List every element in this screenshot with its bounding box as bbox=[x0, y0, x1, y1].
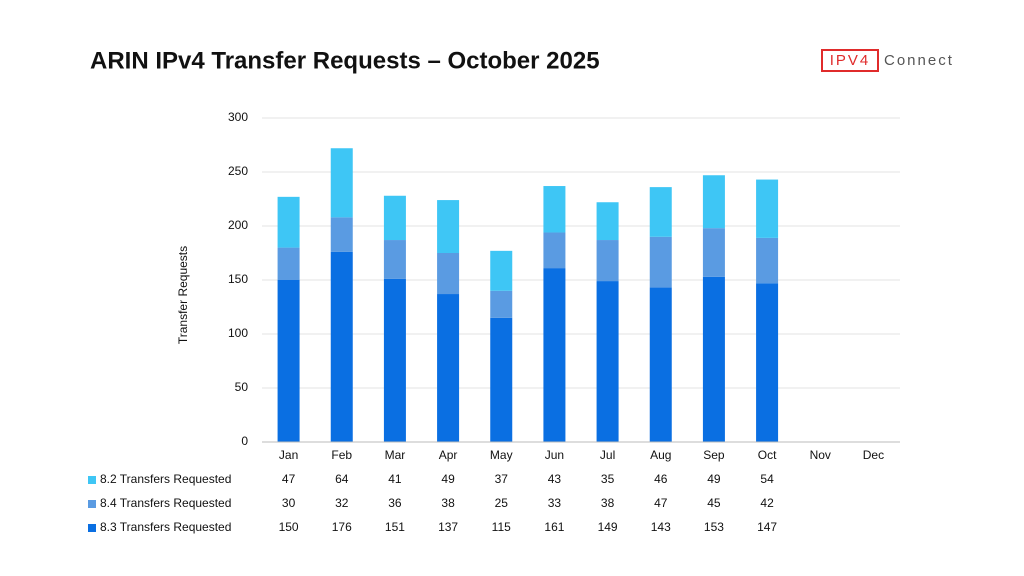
logo-text: Connect bbox=[884, 52, 954, 69]
legend-swatch bbox=[88, 524, 96, 532]
table-value: 149 bbox=[598, 520, 618, 534]
y-tick-label: 250 bbox=[228, 164, 248, 178]
table-value: 161 bbox=[544, 520, 564, 534]
bar-segment bbox=[756, 179, 779, 238]
table-value: 49 bbox=[707, 472, 721, 486]
bar-segment bbox=[437, 200, 460, 253]
y-axis-title: Transfer Requests bbox=[176, 246, 190, 344]
x-tick-label: Jan bbox=[279, 448, 298, 462]
bar-segment bbox=[383, 195, 406, 241]
legend-swatch bbox=[88, 500, 96, 508]
bar-segment bbox=[330, 217, 353, 252]
table-value: 41 bbox=[388, 472, 402, 486]
x-tick-label: Jun bbox=[545, 448, 564, 462]
bar-segment bbox=[649, 287, 672, 442]
bar-segment bbox=[277, 196, 300, 248]
bar-segment bbox=[437, 294, 460, 442]
bar-segment bbox=[490, 317, 513, 442]
table-value: 35 bbox=[601, 472, 615, 486]
bar-segment bbox=[490, 290, 513, 318]
table-value: 33 bbox=[548, 496, 562, 510]
bar-segment bbox=[437, 253, 460, 295]
x-tick-label: May bbox=[490, 448, 513, 462]
table-value: 150 bbox=[279, 520, 299, 534]
y-tick-label: 150 bbox=[228, 272, 248, 286]
y-tick-label: 100 bbox=[228, 326, 248, 340]
bar-segment bbox=[543, 232, 566, 269]
x-tick-label: Aug bbox=[650, 448, 671, 462]
x-tick-label: Nov bbox=[810, 448, 831, 462]
legend-label: 8.2 Transfers Requested bbox=[100, 472, 231, 486]
table-value: 30 bbox=[282, 496, 296, 510]
bar-segment bbox=[543, 186, 566, 233]
y-tick-label: 50 bbox=[235, 380, 249, 394]
table-value: 49 bbox=[441, 472, 455, 486]
bar-segment bbox=[596, 281, 619, 442]
bar-segment bbox=[330, 148, 353, 218]
bar-segment bbox=[596, 202, 619, 241]
bar-segment bbox=[702, 228, 725, 277]
bar-segment bbox=[383, 240, 406, 279]
table-value: 47 bbox=[282, 472, 296, 486]
table-value: 143 bbox=[651, 520, 671, 534]
table-value: 176 bbox=[332, 520, 352, 534]
bar-segment bbox=[330, 251, 353, 442]
bar-segment bbox=[277, 280, 300, 442]
x-tick-label: Mar bbox=[385, 448, 406, 462]
bar-segment bbox=[383, 278, 406, 442]
table-value: 115 bbox=[492, 520, 511, 534]
bar-segment bbox=[543, 268, 566, 442]
bar-segment bbox=[649, 187, 672, 237]
x-tick-label: Apr bbox=[439, 448, 458, 462]
y-tick-label: 0 bbox=[241, 434, 248, 448]
x-tick-label: Jul bbox=[600, 448, 615, 462]
table-value: 36 bbox=[388, 496, 402, 510]
table-value: 147 bbox=[757, 520, 777, 534]
table-value: 42 bbox=[760, 496, 774, 510]
x-tick-label: Sep bbox=[703, 448, 725, 462]
chart-title: ARIN IPv4 Transfer Requests – October 20… bbox=[90, 47, 600, 74]
bar-segment bbox=[756, 283, 779, 442]
table-value: 46 bbox=[654, 472, 668, 486]
logo-mark: IPV4 bbox=[830, 52, 871, 69]
logo-box bbox=[821, 49, 879, 72]
table-value: 151 bbox=[385, 520, 405, 534]
y-tick-label: 200 bbox=[228, 218, 248, 232]
y-tick-label: 300 bbox=[228, 110, 248, 124]
legend-label: 8.3 Transfers Requested bbox=[100, 520, 231, 534]
x-tick-label: Feb bbox=[331, 448, 352, 462]
table-value: 32 bbox=[335, 496, 349, 510]
x-tick-label: Dec bbox=[863, 448, 884, 462]
table-value: 43 bbox=[548, 472, 562, 486]
table-value: 64 bbox=[335, 472, 349, 486]
bar-segment bbox=[702, 175, 725, 229]
table-value: 137 bbox=[438, 520, 458, 534]
bar-segment bbox=[756, 237, 779, 284]
bar-segment bbox=[596, 240, 619, 282]
bar-segment bbox=[490, 250, 513, 291]
table-value: 153 bbox=[704, 520, 724, 534]
table-value: 38 bbox=[441, 496, 455, 510]
table-value: 45 bbox=[707, 496, 721, 510]
table-value: 47 bbox=[654, 496, 668, 510]
bar-segment bbox=[702, 276, 725, 442]
legend-label: 8.4 Transfers Requested bbox=[100, 496, 231, 510]
table-value: 38 bbox=[601, 496, 615, 510]
table-value: 37 bbox=[495, 472, 509, 486]
bar-segment bbox=[277, 247, 300, 280]
x-tick-label: Oct bbox=[758, 448, 777, 462]
bar-segment bbox=[649, 236, 672, 288]
table-value: 25 bbox=[495, 496, 509, 510]
legend-swatch bbox=[88, 476, 96, 484]
table-value: 54 bbox=[760, 472, 774, 486]
